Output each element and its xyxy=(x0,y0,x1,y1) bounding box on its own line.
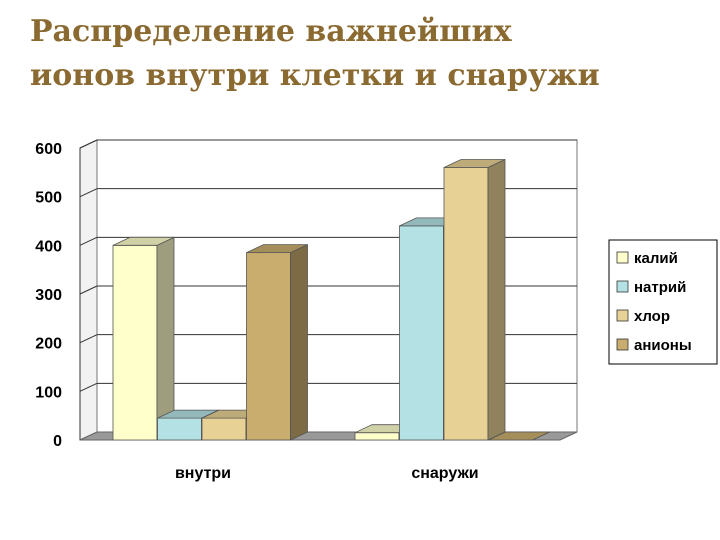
bar-хлор-снаружи xyxy=(443,158,506,441)
y-tick-label: 400 xyxy=(35,238,62,255)
gridline-side xyxy=(79,188,98,198)
y-axis-ticks: 0 100 200 300 400 500 600 xyxy=(35,141,62,450)
bar-анионы-внутри xyxy=(246,244,308,441)
gridline-side xyxy=(79,334,98,344)
bar-front xyxy=(443,167,489,441)
gridline-side xyxy=(79,285,98,295)
legend-swatch xyxy=(616,309,629,322)
legend-item-хлор: хлор xyxy=(616,308,670,325)
bar-side xyxy=(487,158,506,441)
legend-label: анионы xyxy=(634,337,692,354)
slide-title: Распределение важнейших ионов внутри кле… xyxy=(30,10,700,98)
legend-item-калий: калий xyxy=(616,250,678,267)
y-tick-label: 600 xyxy=(35,141,62,158)
legend-label: натрий xyxy=(634,279,686,296)
chart-legend: калий натрий хлор анионы xyxy=(608,239,718,365)
legend-label: хлор xyxy=(634,308,670,325)
bar-top xyxy=(488,431,550,441)
legend-item-анионы: анионы xyxy=(616,337,692,354)
bar-side xyxy=(156,236,175,441)
bar-front xyxy=(157,417,202,441)
x-category-label: внутри xyxy=(175,465,231,482)
bar-front xyxy=(399,225,444,441)
y-tick-label: 300 xyxy=(35,287,62,304)
gridline-side xyxy=(79,382,98,392)
bar-side xyxy=(290,244,308,441)
chart-bars xyxy=(112,158,550,441)
bar-калий-внутри xyxy=(112,236,175,441)
gridline-side xyxy=(79,236,98,246)
legend-label: калий xyxy=(634,250,678,267)
y-tick-label: 0 xyxy=(53,433,62,450)
x-axis-categories: внутри снаружи xyxy=(175,465,479,482)
bar-front xyxy=(354,432,400,441)
bar-top xyxy=(246,244,308,254)
bar-front xyxy=(246,252,291,441)
gridline-side xyxy=(79,139,98,149)
bar-top xyxy=(443,159,506,168)
y-tick-label: 500 xyxy=(35,190,62,207)
legend-swatch xyxy=(616,251,629,264)
x-category-label: снаружи xyxy=(411,465,478,482)
slide-title-line-1: Распределение важнейших xyxy=(30,14,512,49)
y-tick-label: 100 xyxy=(35,384,62,401)
slide-title-line-2: ионов внутри клетки и снаружи xyxy=(30,58,600,93)
bar-анионы-снаружи xyxy=(488,431,550,441)
bar-top xyxy=(112,236,175,246)
bar-front xyxy=(201,417,247,441)
bar-front xyxy=(112,244,158,441)
legend-swatch xyxy=(616,338,629,351)
legend-swatch xyxy=(616,280,629,293)
legend-item-натрий: натрий xyxy=(616,279,686,296)
y-tick-label: 200 xyxy=(35,336,62,353)
